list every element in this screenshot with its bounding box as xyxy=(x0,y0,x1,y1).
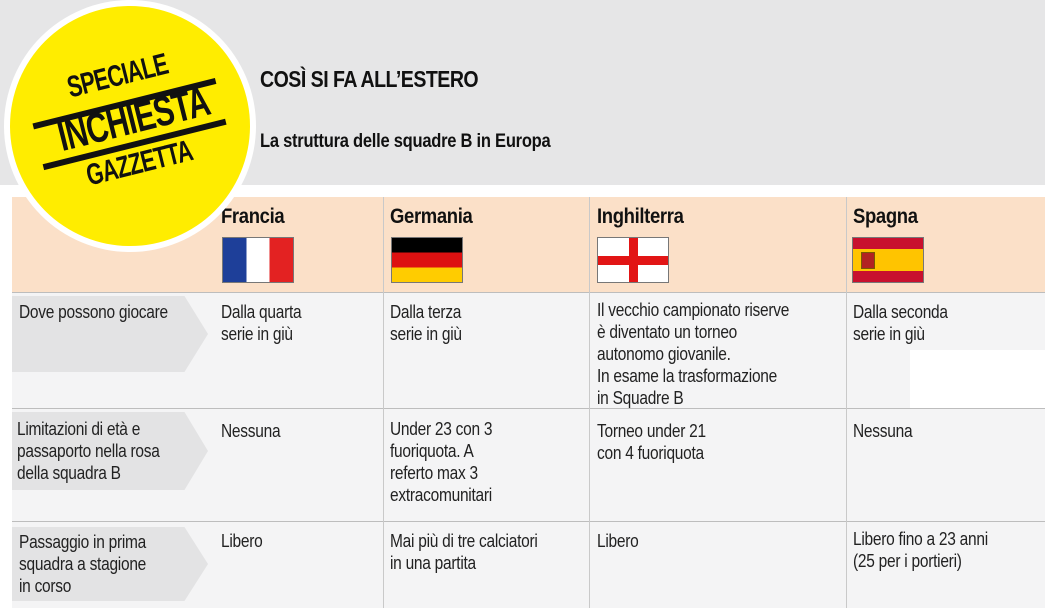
table-cell: Nessuna xyxy=(853,421,913,441)
table-cell: Libero xyxy=(597,531,639,551)
country-name-spain: Spagna xyxy=(853,205,918,228)
column-divider xyxy=(846,197,847,608)
france-flag-icon xyxy=(222,237,294,283)
country-name-germany: Germania xyxy=(390,205,473,228)
table-cell: Torneo under 21 con 4 fuoriquota xyxy=(597,421,706,463)
row-label-arrow xyxy=(12,412,208,490)
row-label-where: Dove possono giocare xyxy=(19,302,168,322)
table-cell: Dalla terza serie in giù xyxy=(390,302,462,344)
page-title: COSÌ SI FA ALL’ESTERO xyxy=(260,66,479,92)
germany-flag-icon xyxy=(391,237,463,283)
table-cell: Il vecchio campionato riserve è diventat… xyxy=(597,300,790,408)
country-name-england: Inghilterra xyxy=(597,205,684,228)
divider xyxy=(12,408,1045,409)
divider xyxy=(12,292,1045,293)
page-subtitle: La struttura delle squadre B in Europa xyxy=(260,131,551,152)
speciale-inchiesta-badge: SPECIALE INCHIESTA GAZZETTA xyxy=(10,6,250,246)
row-label-limits: Limitazioni di età e passaporto nella ro… xyxy=(17,419,160,483)
divider xyxy=(12,521,1045,522)
table-cell: Libero xyxy=(221,531,263,551)
table-cell: Libero fino a 23 anni (25 per i portieri… xyxy=(853,529,988,571)
row-label-transfer: Passaggio in prima squadra a stagione in… xyxy=(19,532,147,596)
column-divider xyxy=(589,197,590,608)
table-cell: Dalla seconda serie in giù xyxy=(853,302,948,344)
row-label-arrow xyxy=(12,296,208,372)
column-divider xyxy=(383,197,384,608)
spain-flag-icon xyxy=(852,237,924,283)
blank-area xyxy=(910,350,1045,408)
table-cell: Under 23 con 3 fuoriquota. A referto max… xyxy=(390,419,493,505)
table-cell: Mai più di tre calciatori in una partita xyxy=(390,531,538,573)
england-flag-icon xyxy=(597,237,669,283)
table-cell: Dalla quarta serie in giù xyxy=(221,302,302,344)
country-name-france: Francia xyxy=(221,205,285,228)
table-cell: Nessuna xyxy=(221,421,281,441)
row-label-arrow xyxy=(12,527,208,601)
